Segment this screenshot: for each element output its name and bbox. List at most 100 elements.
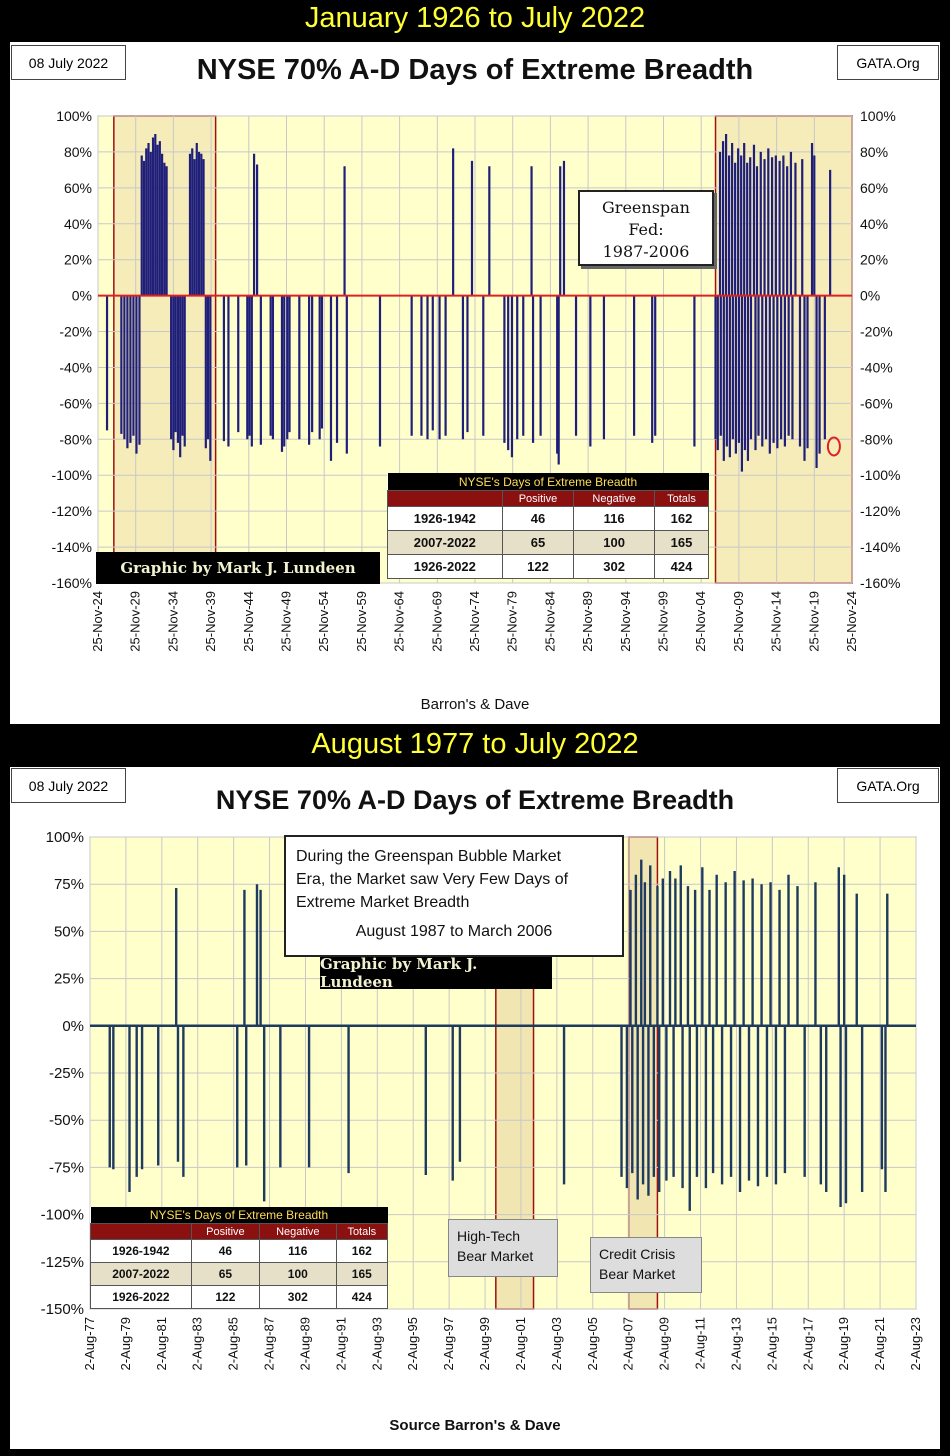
y-tick-label: -100% [52, 467, 92, 483]
graphic-credit: Graphic by Mark J. Lundeen [96, 552, 380, 584]
x-tick-label: 2-Aug-01 [513, 1317, 528, 1370]
x-tick-label: 2-Aug-05 [585, 1317, 600, 1370]
stats-cell: 424 [653, 554, 710, 579]
x-tick-label: 2-Aug-23 [908, 1317, 923, 1370]
stats-cell: 116 [258, 1239, 337, 1263]
y-tick-label: 100% [46, 829, 84, 846]
x-tick-label: 2-Aug-77 [82, 1317, 97, 1370]
x-tick-label: 25-Nov-64 [392, 591, 407, 652]
stats-cell: 100 [258, 1262, 337, 1286]
stats-cell: 424 [335, 1285, 389, 1309]
y-tick-label-right: -80% [860, 431, 893, 447]
x-tick-label: 25-Nov-94 [618, 591, 633, 652]
y-tick-label-right: -160% [860, 575, 900, 591]
stats-cell: 162 [653, 506, 710, 531]
hightech-bear-line: Bear Market [457, 1248, 534, 1264]
y-tick-label-right: 100% [860, 108, 896, 124]
x-tick-label: 25-Nov-59 [354, 591, 369, 652]
x-tick-label: 25-Nov-19 [806, 591, 821, 652]
stats-cell: 162 [335, 1239, 389, 1263]
y-tick-label: 0% [72, 288, 92, 304]
x-tick-label: 25-Nov-39 [203, 591, 218, 652]
greenspan-note-line: Extreme Market Breadth [296, 894, 470, 911]
y-tick-label: -120% [52, 503, 92, 519]
stats-cell: 65 [190, 1262, 260, 1286]
y-tick-label: -80% [59, 431, 92, 447]
stats-cell: 46 [190, 1239, 260, 1263]
x-tick-label: 2-Aug-07 [621, 1317, 636, 1370]
y-tick-label: -160% [52, 575, 92, 591]
stats-cell: 302 [258, 1285, 337, 1309]
x-tick-label: 2-Aug-21 [872, 1317, 887, 1370]
y-tick-label-right: -100% [860, 467, 900, 483]
greenspan-note-dates: August 1987 to March 2006 [355, 923, 553, 940]
site-tag: GATA.Org [837, 45, 939, 80]
stats-header [90, 1223, 192, 1240]
stats-cell: 1926-2022 [387, 554, 503, 579]
y-tick-label-right: 0% [860, 288, 880, 304]
x-tick-label: 25-Nov-04 [693, 591, 708, 652]
y-tick-label-right: -140% [860, 539, 900, 555]
x-tick-label: 25-Nov-79 [505, 591, 520, 652]
greenspan-note-line: Greenspan [602, 198, 690, 217]
stats-cell: 2007-2022 [387, 530, 503, 555]
y-tick-label: 80% [64, 144, 92, 160]
graphic-credit: Graphic by Mark J. Lundeen [320, 955, 552, 991]
x-tick-label: 2-Aug-89 [297, 1317, 312, 1370]
date-tag: 08 July 2022 [11, 768, 126, 803]
y-tick-label-right: 20% [860, 252, 888, 268]
x-tick-label: 2-Aug-03 [549, 1317, 564, 1370]
y-tick-label: 0% [62, 1018, 84, 1035]
x-tick-label: 2-Aug-17 [800, 1317, 815, 1370]
y-tick-label: 60% [64, 180, 92, 196]
y-tick-label: 25% [54, 971, 84, 988]
x-tick-label: 25-Nov-74 [467, 591, 482, 652]
site-tag: GATA.Org [837, 768, 939, 803]
stats-table: NYSE's Days of Extreme Breadth Positive … [387, 473, 710, 579]
x-tick-label: 25-Nov-34 [165, 591, 180, 652]
x-tick-label: 25-Nov-24 [844, 591, 859, 652]
y-tick-label: -100% [41, 1207, 84, 1224]
stats-header [387, 490, 503, 507]
stats-cell: 1926-1942 [90, 1239, 192, 1263]
y-tick-label: -140% [52, 539, 92, 555]
stats-cell: 2007-2022 [90, 1262, 192, 1286]
x-tick-label: 2-Aug-99 [477, 1317, 492, 1370]
x-tick-label: 25-Nov-44 [241, 591, 256, 652]
y-tick-label-right: 80% [860, 144, 888, 160]
x-tick-label: 25-Nov-24 [90, 591, 105, 652]
x-tick-label: 25-Nov-49 [279, 591, 294, 652]
credit-crisis-line: Bear Market [599, 1266, 676, 1282]
y-tick-label-right: -40% [860, 359, 893, 375]
credit-crisis-bear-label: Credit Crisis Bear Market [590, 1237, 702, 1293]
y-tick-label-right: -60% [860, 395, 893, 411]
y-tick-label: -75% [49, 1159, 84, 1176]
stats-cell: 46 [501, 506, 575, 531]
x-tick-label: 2-Aug-97 [441, 1317, 456, 1370]
x-tick-label: 2-Aug-87 [262, 1317, 277, 1370]
stats-cell: 165 [335, 1262, 389, 1286]
stats-caption: NYSE's Days of Extreme Breadth [387, 473, 709, 491]
stats-cell: 165 [653, 530, 710, 555]
stats-header: Totals [335, 1223, 389, 1240]
stats-cell: 116 [573, 506, 655, 531]
stats-cell: 1926-1942 [387, 506, 503, 531]
y-tick-label: -50% [49, 1112, 84, 1129]
x-tick-label: 2-Aug-83 [190, 1317, 205, 1370]
stats-header: Positive [190, 1223, 260, 1240]
highlight-circle [826, 436, 841, 457]
y-tick-label: 75% [54, 876, 84, 893]
x-tick-label: 2-Aug-91 [333, 1317, 348, 1370]
y-tick-label: -125% [41, 1254, 84, 1271]
x-tick-label: 25-Nov-69 [429, 591, 444, 652]
y-tick-label-right: 60% [860, 180, 888, 196]
y-tick-label: -25% [49, 1065, 84, 1082]
chart-title: NYSE 70% A-D Days of Extreme Breadth [215, 785, 735, 815]
x-tick-label: 25-Nov-09 [731, 591, 746, 652]
x-tick-label: 2-Aug-79 [118, 1317, 133, 1370]
greenspan-note: During the Greenspan Bubble Market Era, … [284, 835, 624, 957]
x-tick-label: 2-Aug-85 [226, 1317, 241, 1370]
stats-cell: 1926-2022 [90, 1285, 192, 1309]
x-tick-label: 2-Aug-93 [369, 1317, 384, 1370]
x-tick-label: 2-Aug-09 [657, 1317, 672, 1370]
